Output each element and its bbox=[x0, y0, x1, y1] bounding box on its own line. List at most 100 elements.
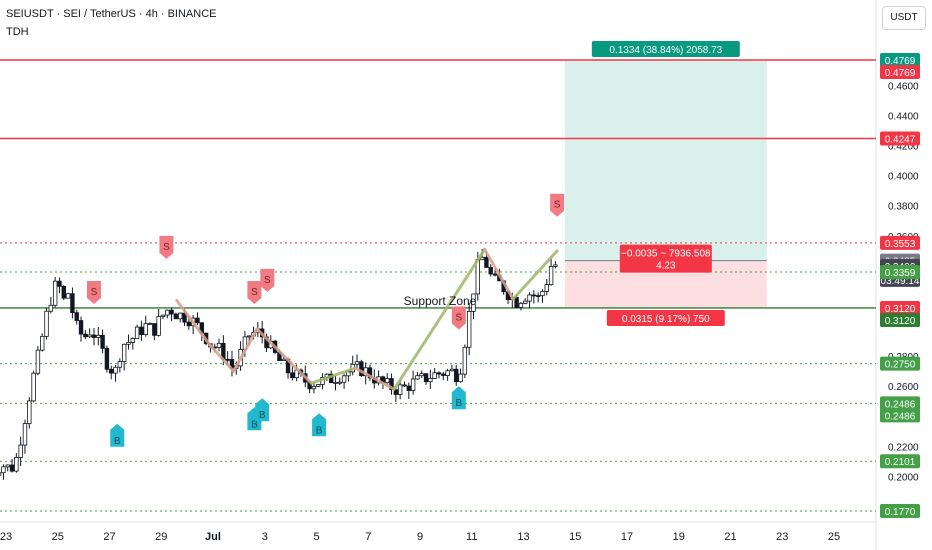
candle-body-104 bbox=[436, 372, 442, 375]
time-tick-10: 13 bbox=[517, 531, 529, 543]
price-label-bg-1 bbox=[880, 65, 920, 79]
trend-segment-7 bbox=[483, 247, 515, 301]
price-label-14: 0.1770 bbox=[885, 507, 916, 518]
candle-body-4 bbox=[5, 464, 10, 468]
currency-button[interactable]: USDT bbox=[882, 6, 926, 30]
candle-body-43 bbox=[173, 313, 179, 320]
candle-body-25 bbox=[96, 334, 101, 338]
candle-body-34 bbox=[134, 326, 140, 339]
target-label: 0.1334 (38.84%) 2058.73 bbox=[609, 45, 722, 56]
candle-body-35 bbox=[139, 326, 144, 335]
buy-signal-label-9: B bbox=[316, 425, 323, 436]
candle-body-8 bbox=[22, 423, 28, 446]
price-label-7: 0.3359 bbox=[885, 268, 916, 279]
sell-signal-label-1: S bbox=[163, 242, 170, 253]
candle-body-29 bbox=[113, 366, 118, 374]
candle-body-98 bbox=[410, 378, 416, 391]
candle-body-111 bbox=[466, 311, 472, 348]
candle-body-85 bbox=[354, 361, 360, 365]
price-tick-4: 0.3800 bbox=[888, 202, 919, 213]
candle-body-28 bbox=[109, 368, 114, 374]
price-label-bg-8 bbox=[880, 300, 920, 315]
candle-body-3 bbox=[1, 466, 6, 474]
sell-signal-marker-5 bbox=[550, 193, 565, 217]
candle-body-26 bbox=[100, 334, 105, 349]
candle-body-122 bbox=[514, 297, 519, 308]
candle-body-17 bbox=[61, 285, 66, 299]
stop-label-bg bbox=[606, 309, 725, 326]
candle-body-105 bbox=[441, 373, 446, 376]
candle-body-124 bbox=[523, 300, 528, 304]
candle-body-68 bbox=[281, 358, 286, 361]
candle-body-13 bbox=[44, 310, 49, 337]
candle-body-127 bbox=[535, 295, 541, 297]
candle-body-126 bbox=[531, 294, 537, 297]
sell-signal-marker-0 bbox=[86, 280, 101, 304]
sell-signal-marker-2 bbox=[247, 280, 262, 304]
candle-body-7 bbox=[18, 444, 23, 458]
candle-body-97 bbox=[406, 385, 411, 391]
candle-body-107 bbox=[449, 368, 455, 372]
buy-signal-label-8: B bbox=[259, 410, 266, 421]
time-tick-4: Jul bbox=[205, 531, 221, 543]
candle-body-40 bbox=[160, 314, 166, 317]
sell-signal-label-3: S bbox=[264, 275, 271, 286]
price-label-bg-9 bbox=[880, 312, 920, 327]
price-tick-2: 0.4200 bbox=[888, 142, 919, 153]
candle-body-82 bbox=[341, 375, 347, 383]
candle-body-95 bbox=[397, 384, 403, 395]
candle-body-131 bbox=[553, 264, 558, 267]
buy-signal-marker-10 bbox=[451, 386, 466, 410]
candle-body-109 bbox=[458, 373, 463, 383]
target-label-bg bbox=[591, 41, 740, 57]
time-tick-1: 25 bbox=[52, 531, 64, 543]
candle-body-32 bbox=[126, 341, 131, 345]
candle-body-24 bbox=[91, 334, 97, 338]
candle-body-31 bbox=[121, 343, 127, 362]
trend-segment-5 bbox=[353, 366, 396, 391]
price-label-bg-11 bbox=[880, 396, 920, 411]
price-label-bg-10 bbox=[880, 356, 920, 371]
candle-body-102 bbox=[428, 378, 433, 383]
candle-body-9 bbox=[27, 400, 32, 425]
sell-signal-label-5: S bbox=[554, 200, 561, 211]
price-label-10: 0.2750 bbox=[885, 360, 916, 371]
time-tick-8: 9 bbox=[417, 531, 423, 543]
candle-body-81 bbox=[337, 381, 342, 384]
time-tick-7: 7 bbox=[365, 531, 371, 543]
candle-body-18 bbox=[65, 293, 71, 299]
candle-body-101 bbox=[423, 373, 429, 383]
time-tick-13: 19 bbox=[673, 531, 685, 543]
candle-body-30 bbox=[117, 361, 123, 368]
time-tick-15: 23 bbox=[776, 531, 788, 543]
candle-body-60 bbox=[247, 335, 252, 338]
price-label-bg-14 bbox=[880, 504, 920, 518]
candle-body-23 bbox=[87, 334, 92, 338]
price-label-9: 0.3120 bbox=[885, 316, 916, 327]
target-zone bbox=[564, 60, 767, 261]
price-label-3: 0.3553 bbox=[885, 239, 916, 250]
candle-body-125 bbox=[527, 294, 532, 302]
buy-signal-label-6: B bbox=[114, 436, 121, 447]
candle-body-12 bbox=[40, 335, 45, 351]
buy-signal-label-7: B bbox=[251, 419, 258, 430]
time-tick-6: 5 bbox=[313, 531, 319, 543]
candle-body-21 bbox=[78, 320, 84, 335]
price-tick-10: 0.2200 bbox=[888, 442, 919, 453]
sell-signal-label-4: S bbox=[455, 313, 462, 324]
indicator-label[interactable]: TDH bbox=[6, 26, 29, 38]
price-label-bg-0 bbox=[880, 53, 920, 67]
buy-signal-marker-6 bbox=[110, 423, 125, 447]
sell-signal-marker-3 bbox=[260, 268, 275, 292]
candle-body-48 bbox=[195, 317, 200, 324]
price-label-13: 0.2101 bbox=[885, 457, 916, 468]
candle-body-92 bbox=[385, 378, 390, 383]
sell-signal-label-0: S bbox=[91, 287, 98, 298]
candle-body-39 bbox=[156, 316, 161, 336]
candle-body-2 bbox=[0, 472, 2, 476]
price-tick-1: 0.4400 bbox=[888, 111, 919, 122]
price-tick-11: 0.2000 bbox=[888, 472, 919, 483]
candle-body-53 bbox=[216, 342, 222, 348]
